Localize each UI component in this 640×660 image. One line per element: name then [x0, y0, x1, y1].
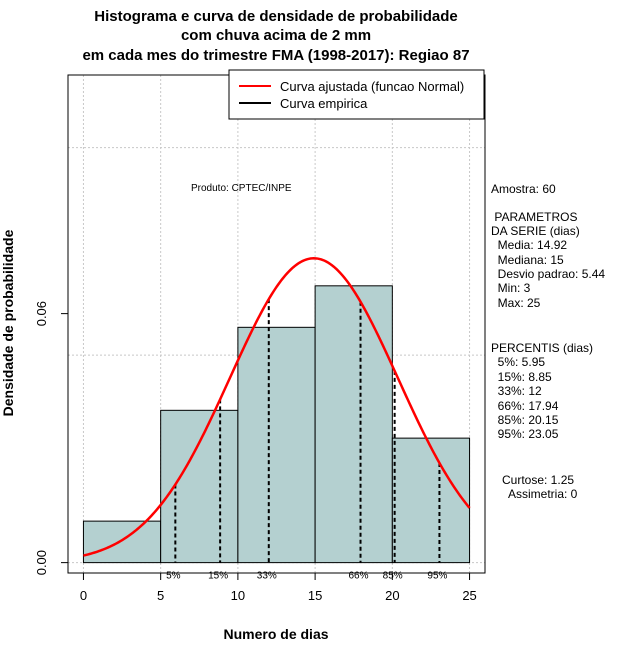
- x-tick-label: 15: [308, 588, 322, 603]
- histogram-bar: [391, 437, 471, 564]
- stat-p33: 33%: 12: [491, 384, 542, 398]
- stat-p85: 85%: 20.15: [491, 413, 559, 427]
- normal-curve: [83, 257, 471, 557]
- percentile-lines: 5%15%33%66%85%95%: [166, 299, 448, 582]
- stat-p15: 15%: 8.85: [491, 370, 552, 384]
- chart-title-line-2: com chuva acima de 2 mm: [181, 27, 371, 44]
- histogram-bar: [160, 409, 239, 564]
- x-tick-label: 10: [231, 588, 245, 603]
- stat-mean: Media: 14.92: [491, 238, 567, 252]
- histogram-bar: [237, 326, 316, 564]
- x-tick-label: 5: [157, 588, 164, 603]
- stat-params-heading: PARAMETROS: [491, 210, 577, 224]
- y-tick-label: 0.00: [34, 550, 49, 575]
- percentile-label: 95%: [427, 571, 447, 582]
- stat-max: Max: 25: [491, 296, 541, 310]
- stat-percentis-heading: PERCENTIS (dias): [491, 341, 593, 355]
- stat-p5: 5%: 5.95: [491, 355, 545, 369]
- stat-skewness: Assimetria: 0: [502, 487, 578, 501]
- legend-label-empirical: Curva empirica: [280, 96, 368, 111]
- legend-box: [228, 69, 485, 120]
- chart-title-line-1: Histograma e curva de densidade de proba…: [94, 8, 457, 25]
- stat-kurtosis: Curtose: 1.25: [502, 473, 574, 487]
- y-tick-label: 0.06: [34, 301, 49, 326]
- axes: 0 5 10 15 20 25 0.00 0.06: [34, 301, 477, 603]
- x-axis-title: Numero de dias: [223, 626, 328, 642]
- statistics-panel: Amostra: 60 PARAMETROS DA SERIE (dias) M…: [491, 182, 605, 501]
- x-tick-label: 20: [385, 588, 399, 603]
- percentile-label: 5%: [166, 571, 181, 582]
- stat-median: Mediana: 15: [491, 253, 564, 267]
- percentile-label: 66%: [349, 571, 369, 582]
- y-axis-title: Densidade de probabilidade: [0, 229, 16, 416]
- stat-p95: 95%: 23.05: [491, 427, 559, 441]
- chart-title-line-3: em cada mes do trimestre FMA (1998-2017)…: [82, 47, 469, 64]
- normal-curve-layer: [83, 257, 471, 557]
- stat-min: Min: 3: [491, 281, 531, 295]
- product-annotation: Produto: CPTEC/INPE: [191, 183, 292, 194]
- stat-params-subheading: DA SERIE (dias): [491, 224, 580, 238]
- histogram-bar: [82, 520, 162, 564]
- histogram-bars: [82, 285, 471, 564]
- stat-sample: Amostra: 60: [491, 182, 556, 196]
- legend-label-normal: Curva ajustada (funcao Normal): [280, 79, 464, 94]
- percentile-label: 15%: [208, 571, 228, 582]
- x-tick-label: 25: [462, 588, 476, 603]
- legend: Curva ajustada (funcao Normal) Curva emp…: [228, 69, 485, 120]
- stat-p66: 66%: 17.94: [491, 399, 559, 413]
- histogram-bar: [314, 285, 393, 564]
- percentile-label: 33%: [257, 571, 277, 582]
- stat-sd: Desvio padrao: 5.44: [491, 267, 605, 281]
- x-tick-label: 0: [80, 588, 87, 603]
